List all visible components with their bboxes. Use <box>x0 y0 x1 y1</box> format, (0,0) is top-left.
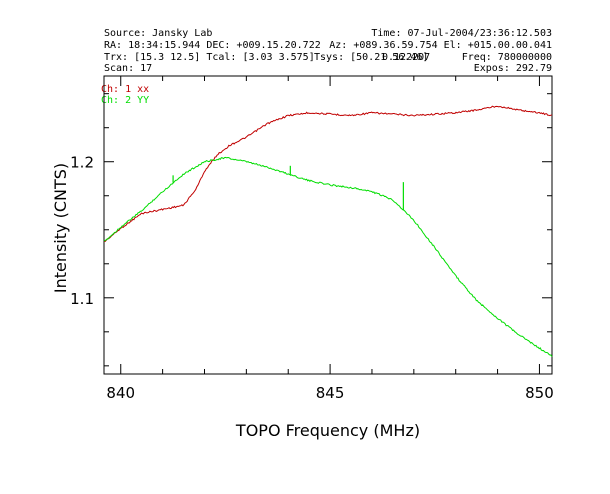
header-freq: Freq: 780000000 <box>462 52 552 63</box>
y-tick-label: 1.2 <box>70 154 94 172</box>
header-source: Source: Jansky Lab <box>104 28 212 39</box>
header-overlap-value: 0.122207 <box>382 52 430 63</box>
x-tick-label: 845 <box>316 384 345 402</box>
x-tick-label: 840 <box>106 384 135 402</box>
x-tick-label: 850 <box>525 384 554 402</box>
header-tsys: Tsys: [50.21 56.46] <box>314 52 428 63</box>
plot-frame <box>103 75 553 375</box>
header-trx-tcal: Trx: [15.3 12.5] Tcal: [3.03 3.575] <box>104 52 315 63</box>
header-time: Time: 07-Jul-2004/23:36:12.503 <box>371 28 552 39</box>
y-axis-label: Intensity (CNTS) <box>51 163 70 293</box>
y-tick-label: 1.1 <box>70 290 94 308</box>
header-az-el: Az: +089.36.59.754 El: +015.00.00.041 <box>329 40 552 51</box>
x-axis-label: TOPO Frequency (MHz) <box>235 421 420 440</box>
axis-ticks: 840 845 850 1.1 1.2 <box>70 76 554 402</box>
header-scan: Scan: 17 <box>104 63 152 74</box>
series-line-1 <box>104 105 553 242</box>
legend-ch1: Ch: 1 xx <box>101 84 149 95</box>
legend-ch2: Ch: 2 YY <box>101 95 149 106</box>
series-line-2 <box>103 156 553 357</box>
series-layer <box>103 105 553 357</box>
header-expos: Expos: 292.79 <box>474 63 552 74</box>
header-ra-dec: RA: 18:34:15.944 DEC: +009.15.20.722 <box>104 40 321 51</box>
